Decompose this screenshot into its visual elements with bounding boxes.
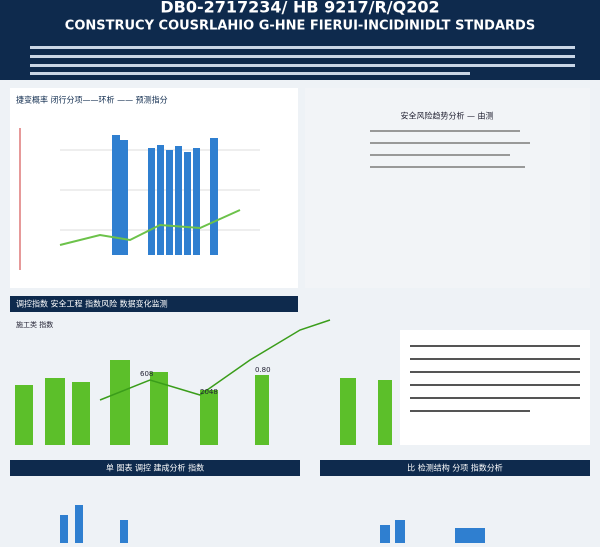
- section-title: 比 检测结构 分项 指数分析: [407, 463, 503, 473]
- label: 2048: [200, 388, 218, 396]
- section-title: 单 图表 调控 建成分析 指数: [106, 463, 204, 473]
- text-box: [400, 330, 590, 445]
- title: DB0-2717234/ HB 9217/R/Q202: [160, 0, 439, 17]
- section-title: 调控指数 安全工程 指数风险 数据变化监测: [16, 299, 168, 309]
- panel-title: 安全风险趋势分析 — 由测: [400, 111, 493, 121]
- panel-title: 施工类 指数: [16, 320, 53, 329]
- section-header: [10, 296, 298, 312]
- decor-line: [99, 319, 331, 401]
- decor-bars: [15, 360, 392, 445]
- section-header: [320, 460, 590, 476]
- decor-line: [59, 209, 241, 246]
- subtitle: CONSTRUCY COUSRLAHIO G-HNE FIERUI-INCIDI…: [65, 19, 535, 34]
- label: 608: [140, 370, 153, 378]
- decor-bars: [112, 135, 218, 255]
- panel: [305, 88, 590, 288]
- paragraph: [30, 46, 575, 75]
- section-header: [10, 460, 300, 476]
- panel-title: 捷变概率 闭行分项——环析 —— 预测指分: [16, 95, 168, 105]
- text-lines: [410, 345, 580, 412]
- label: 0.80: [255, 366, 271, 374]
- decor-bars: [60, 505, 485, 543]
- text-lines: [370, 130, 530, 168]
